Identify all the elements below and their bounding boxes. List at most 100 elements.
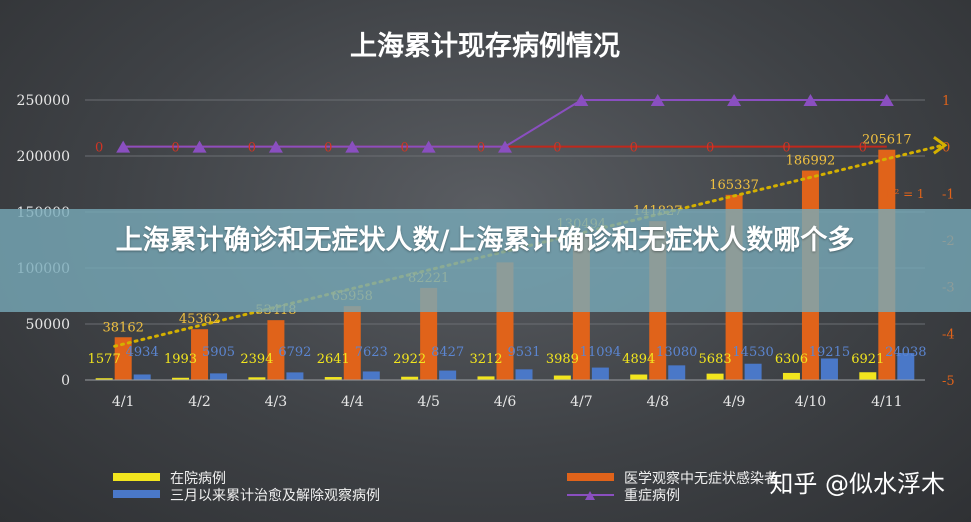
x-tick-label: 4/5 bbox=[417, 394, 440, 410]
recovered-bar bbox=[820, 358, 838, 380]
legend-inpatient-label: 在院病例 bbox=[170, 471, 226, 487]
data-label: 24038 bbox=[885, 345, 926, 360]
severe-case-marker bbox=[421, 140, 436, 153]
data-label: 186992 bbox=[786, 154, 836, 169]
x-axis: 4/1 4/2 4/3 4/4 4/5 4/6 4/7 4/8 4/9 4/10 4/11 bbox=[85, 379, 925, 410]
x-tick-label: 4/1 bbox=[112, 394, 135, 410]
y2-tick-label: 1 bbox=[942, 94, 950, 109]
severe-case-marker bbox=[498, 140, 512, 153]
recovered-bar bbox=[591, 367, 609, 380]
asymptomatic-bar bbox=[267, 320, 285, 380]
x-tick-label: 4/4 bbox=[341, 394, 364, 410]
y-tick-label: 50000 bbox=[25, 317, 70, 333]
r-squared-annotation: R² = 1 bbox=[885, 187, 924, 201]
legend-asymptomatic-swatch bbox=[567, 473, 614, 481]
severe-case-label: 0 bbox=[630, 141, 638, 156]
y-tick-label: 200000 bbox=[17, 149, 70, 165]
recovered-bar bbox=[744, 363, 762, 380]
severe-case-marker bbox=[803, 94, 818, 106]
y2-tick-label: -1 bbox=[942, 187, 955, 202]
severe-case-marker bbox=[345, 140, 360, 153]
severe-case-marker bbox=[650, 94, 665, 106]
data-label: 14530 bbox=[732, 345, 773, 360]
data-label: 9531 bbox=[507, 345, 540, 360]
y2-tick-label: -5 bbox=[942, 374, 955, 389]
x-tick-label: 4/6 bbox=[494, 394, 517, 410]
y-tick-label: 250000 bbox=[17, 93, 70, 109]
severe-case-label: 0 bbox=[400, 141, 408, 156]
recovered-bar bbox=[668, 365, 686, 380]
legend-inpatient-swatch bbox=[113, 473, 160, 481]
severe-case-label: 0 bbox=[324, 141, 332, 156]
severe-case-marker bbox=[727, 94, 742, 106]
recovered-bar bbox=[515, 369, 533, 380]
inpatient-bar bbox=[553, 375, 571, 380]
data-label: 7623 bbox=[355, 345, 388, 360]
x-tick-label: 4/9 bbox=[723, 394, 746, 410]
legend-recovered-label: 三月以来累计治愈及解除观察病例 bbox=[170, 487, 380, 504]
asymptomatic-bar bbox=[114, 337, 132, 380]
data-label: 4934 bbox=[126, 345, 159, 360]
data-label: 5905 bbox=[202, 345, 235, 360]
data-labels: 1577 1993 2394 2641 2922 3212 3989 4894 5683 6306… bbox=[88, 133, 927, 367]
inpatient-bar bbox=[401, 376, 419, 380]
severe-case-marker bbox=[192, 140, 207, 153]
line-series bbox=[116, 94, 894, 153]
inpatient-bar bbox=[477, 376, 495, 380]
severe-case-label: 0 bbox=[706, 141, 714, 156]
data-label: 8427 bbox=[431, 345, 464, 360]
severe-case-marker bbox=[879, 94, 894, 106]
severe-case-label: 0 bbox=[95, 141, 103, 156]
recovered-bar bbox=[286, 372, 304, 380]
data-label: 11094 bbox=[580, 345, 621, 360]
watermark: 知乎 @似水浮木 bbox=[769, 470, 945, 498]
inpatient-bar bbox=[630, 374, 648, 380]
banner-title: 上海累计确诊和无症状人数/上海累计确诊和无症状人数哪个多 bbox=[115, 225, 855, 256]
recovered-bar bbox=[362, 371, 380, 380]
y-tick-label: 0 bbox=[61, 373, 70, 389]
severe-case-marker bbox=[574, 94, 589, 106]
data-label: 38162 bbox=[103, 320, 144, 335]
legend-asymptomatic-label: 医学观察中无症状感染者 bbox=[624, 470, 778, 487]
data-label: 2394 bbox=[240, 352, 273, 367]
data-label: 205617 bbox=[862, 133, 912, 148]
data-label: 165337 bbox=[709, 178, 759, 193]
data-label: 19215 bbox=[809, 345, 850, 360]
inpatient-bar bbox=[324, 377, 342, 380]
chart-title: 上海累计现存病例情况 bbox=[350, 31, 620, 62]
severe-case-marker bbox=[268, 140, 283, 153]
data-label: 2922 bbox=[393, 352, 426, 367]
data-label: 3989 bbox=[546, 352, 579, 367]
x-tick-label: 4/11 bbox=[871, 394, 902, 410]
severe-case-label: 0 bbox=[477, 141, 485, 156]
inpatient-bar bbox=[248, 377, 266, 380]
recovered-bar bbox=[210, 373, 228, 380]
x-tick-label: 4/3 bbox=[265, 394, 288, 410]
severe-case-label: 0 bbox=[782, 141, 790, 156]
overlay-banner bbox=[0, 209, 971, 312]
inpatient-bar bbox=[859, 372, 877, 380]
legend-recovered-swatch bbox=[113, 490, 160, 498]
severe-case-marker bbox=[116, 140, 131, 153]
data-label: 4894 bbox=[622, 352, 655, 367]
y2-tick-label: 0 bbox=[942, 141, 950, 156]
x-tick-label: 4/8 bbox=[646, 394, 669, 410]
data-label: 3212 bbox=[469, 352, 502, 367]
legend-severe-label: 重症病例 bbox=[624, 488, 680, 504]
recovered-bar bbox=[133, 374, 151, 380]
legend-severe-marker bbox=[585, 491, 595, 500]
x-tick-label: 4/10 bbox=[795, 394, 826, 410]
data-label: 13080 bbox=[656, 345, 697, 360]
recovered-bar bbox=[897, 353, 915, 380]
data-label: 6306 bbox=[775, 352, 808, 367]
data-label: 2641 bbox=[317, 352, 350, 367]
data-label: 1577 bbox=[88, 352, 121, 367]
data-label: 6921 bbox=[851, 352, 884, 367]
severe-case-label: 0 bbox=[859, 141, 867, 156]
data-label: 5683 bbox=[699, 352, 732, 367]
severe-case-label: 0 bbox=[171, 141, 179, 156]
recovered-bar bbox=[439, 370, 457, 380]
severe-case-line bbox=[123, 99, 887, 148]
trendline-arrowhead bbox=[933, 136, 948, 155]
